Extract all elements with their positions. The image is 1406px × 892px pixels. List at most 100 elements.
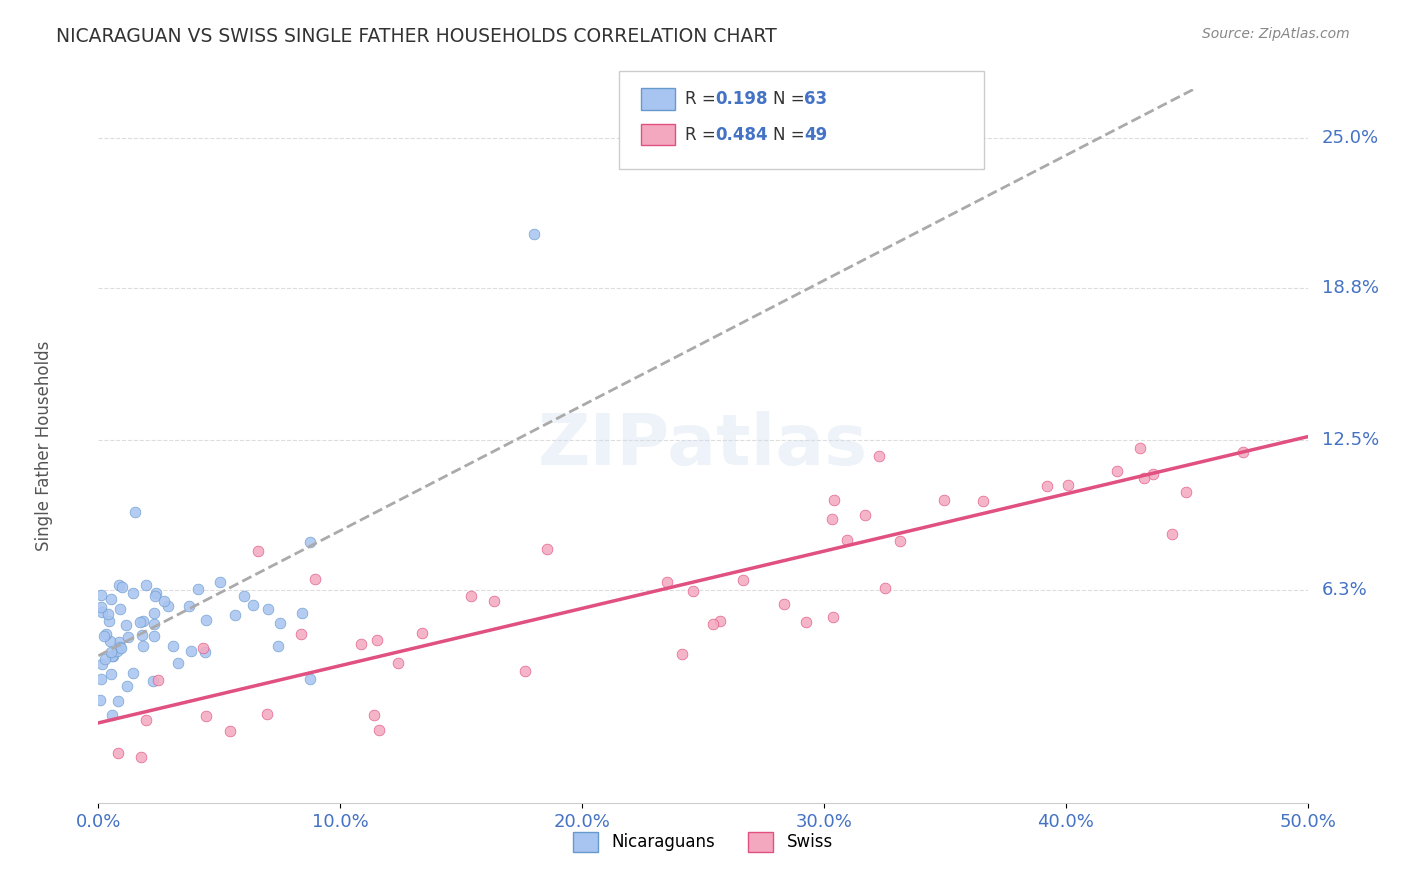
Point	[128, 615, 150, 629]
Point	[195, 709, 218, 723]
Point	[96, 627, 118, 641]
Point	[131, 628, 153, 642]
Point	[304, 572, 326, 586]
Point	[1232, 445, 1254, 459]
Point	[193, 641, 215, 656]
Point	[972, 493, 994, 508]
Point	[157, 599, 180, 614]
Point	[100, 708, 122, 723]
Text: 0.484: 0.484	[716, 126, 768, 144]
Point	[1036, 479, 1059, 493]
Point	[115, 618, 138, 632]
Point	[194, 645, 217, 659]
Point	[1174, 484, 1197, 499]
Point	[366, 633, 388, 648]
Point	[115, 679, 138, 693]
Point	[1132, 471, 1154, 485]
Point	[256, 706, 278, 721]
Point	[671, 647, 693, 661]
Point	[107, 693, 129, 707]
Point	[101, 649, 124, 664]
Point	[100, 645, 122, 659]
Text: 12.5%: 12.5%	[1322, 431, 1379, 449]
Point	[96, 607, 118, 621]
Point	[132, 615, 155, 629]
Point	[290, 626, 312, 640]
Point	[269, 615, 291, 630]
Text: Source: ZipAtlas.com: Source: ZipAtlas.com	[1202, 27, 1350, 41]
Text: N =: N =	[773, 90, 810, 108]
Point	[773, 597, 796, 611]
Point	[98, 634, 121, 648]
Point	[702, 616, 724, 631]
Point	[823, 609, 845, 624]
Point	[100, 667, 122, 681]
Point	[110, 641, 132, 656]
Text: 25.0%: 25.0%	[1322, 128, 1379, 146]
Point	[731, 573, 754, 587]
Text: N =: N =	[773, 126, 810, 144]
Point	[143, 589, 166, 603]
Point	[460, 590, 482, 604]
Point	[195, 613, 218, 627]
Point	[655, 574, 678, 589]
Point	[93, 652, 115, 666]
Point	[101, 648, 124, 663]
Point	[142, 617, 165, 632]
Point	[145, 586, 167, 600]
Point	[1142, 467, 1164, 481]
Point	[162, 639, 184, 653]
Point	[242, 599, 264, 613]
Point	[110, 601, 132, 615]
Text: Single Father Households: Single Father Households	[35, 341, 53, 551]
Point	[117, 630, 139, 644]
Point	[889, 534, 911, 549]
Point	[387, 656, 409, 670]
Point	[1129, 441, 1152, 455]
Point	[1160, 526, 1182, 541]
Point	[177, 599, 200, 613]
Point	[110, 640, 132, 654]
Text: R =: R =	[685, 90, 721, 108]
Point	[794, 615, 817, 630]
Point	[523, 227, 546, 242]
Point	[105, 644, 128, 658]
Point	[107, 747, 129, 761]
Point	[132, 639, 155, 653]
Point	[224, 608, 246, 623]
Point	[823, 493, 845, 508]
Point	[111, 581, 134, 595]
Point	[89, 693, 111, 707]
Point	[180, 644, 202, 658]
Point	[484, 593, 506, 607]
Point	[142, 606, 165, 620]
Point	[100, 592, 122, 607]
Point	[873, 581, 896, 595]
Point	[299, 535, 322, 549]
Text: R =: R =	[685, 126, 721, 144]
Point	[93, 629, 115, 643]
Point	[298, 672, 321, 686]
Point	[1105, 464, 1128, 478]
Point	[167, 656, 190, 670]
Text: 63: 63	[804, 90, 827, 108]
Point	[90, 672, 112, 686]
Point	[1057, 477, 1080, 491]
Point	[536, 541, 558, 556]
Point	[122, 586, 145, 600]
Point	[932, 493, 955, 508]
Legend: Nicaraguans, Swiss: Nicaraguans, Swiss	[567, 825, 839, 859]
Point	[90, 588, 112, 602]
Point	[853, 508, 876, 522]
Point	[129, 749, 152, 764]
Point	[208, 574, 231, 589]
Point	[187, 582, 209, 596]
Point	[108, 635, 131, 649]
Point	[153, 594, 176, 608]
Point	[97, 615, 120, 629]
Point	[143, 629, 166, 643]
Point	[124, 505, 146, 519]
Point	[267, 639, 290, 653]
Point	[821, 511, 844, 525]
Text: ZIPatlas: ZIPatlas	[538, 411, 868, 481]
